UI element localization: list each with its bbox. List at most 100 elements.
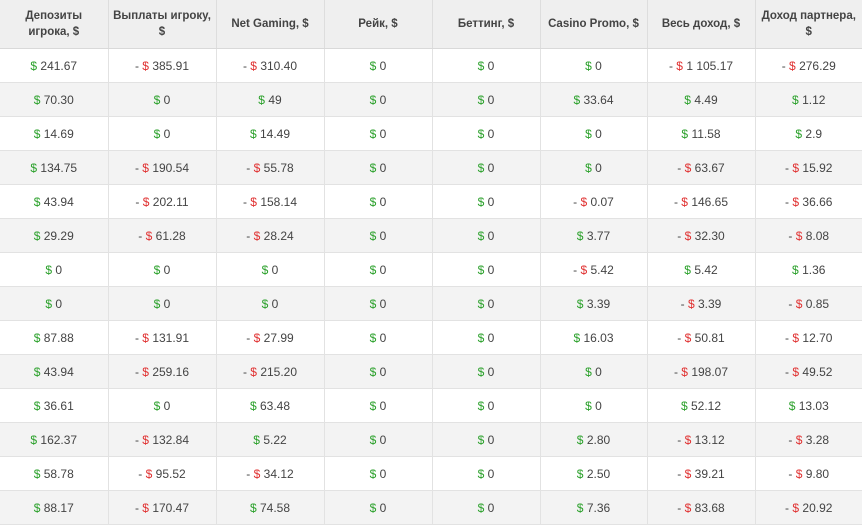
cell-value: 49 (268, 92, 282, 107)
cell-value: 3.39 (586, 296, 611, 311)
cell-partner-income: - $ 8.08 (755, 218, 862, 253)
cell-value: 0 (487, 228, 495, 243)
cell-value: 131.91 (152, 330, 190, 345)
cell-value: 15.92 (802, 160, 833, 175)
cell-rake: $ 0 (324, 388, 433, 423)
cell-total-income: - $ 83.68 (647, 490, 756, 525)
cell-net-gaming: $ 0 (216, 252, 325, 287)
cell-casino-promo: $ 16.03 (540, 320, 648, 355)
cell-value: 8.08 (805, 228, 830, 243)
cell-partner-income: - $ 20.92 (755, 490, 862, 525)
cell-value: 0 (379, 126, 387, 141)
cell-net-gaming: - $ 215.20 (216, 354, 325, 389)
cell-partner-income: - $ 3.28 (755, 422, 862, 457)
currency-symbol: $ (792, 500, 800, 515)
cell-value: 63.67 (694, 160, 725, 175)
cell-deposits: $ 88.17 (0, 490, 109, 525)
cell-value: 0 (487, 262, 495, 277)
header-total-income[interactable]: Весь доход, $ (647, 0, 756, 49)
cell-partner-income: - $ 9.80 (755, 456, 862, 491)
cell-value: 259.16 (152, 364, 190, 379)
cell-partner-income: $ 2.9 (755, 116, 862, 151)
negative-sign: - (134, 364, 139, 379)
cell-total-income: $ 4.49 (647, 82, 756, 117)
currency-symbol: $ (477, 228, 485, 243)
cell-value: 87.88 (43, 330, 74, 345)
negative-sign: - (246, 330, 251, 345)
cell-net-gaming: - $ 28.24 (216, 218, 325, 253)
currency-symbol: $ (477, 364, 485, 379)
negative-sign: - (673, 194, 678, 209)
cell-payouts: - $ 170.47 (108, 490, 217, 525)
cell-value: 310.40 (260, 58, 298, 73)
cell-value: 63.48 (260, 398, 291, 413)
cell-value: 32.30 (694, 228, 725, 243)
currency-symbol: $ (261, 262, 269, 277)
currency-symbol: $ (573, 330, 581, 345)
header-player-payouts[interactable]: Выплаты игроку, $ (108, 0, 217, 49)
cell-value: 134.75 (40, 160, 78, 175)
cell-rake: $ 0 (324, 82, 433, 117)
currency-symbol: $ (253, 330, 261, 345)
header-net-gaming[interactable]: Net Gaming, $ (216, 0, 325, 49)
cell-deposits: $ 0 (0, 286, 109, 321)
cell-value: 0 (379, 432, 387, 447)
cell-partner-income: - $ 36.66 (755, 184, 862, 219)
cell-value: 202.11 (152, 194, 189, 209)
currency-symbol: $ (687, 296, 695, 311)
table-row: $ 88.17- $ 170.47 $ 74.58 $ 0 $ 0 $ 7.36- $ … (0, 490, 862, 525)
cell-total-income: - $ 50.81 (647, 320, 756, 355)
currency-symbol: $ (477, 330, 485, 345)
currency-symbol: $ (795, 126, 803, 141)
currency-symbol: $ (477, 160, 485, 175)
currency-symbol: $ (153, 296, 161, 311)
currency-symbol: $ (684, 330, 692, 345)
cell-value: 0.07 (590, 194, 614, 209)
negative-sign: - (788, 432, 793, 447)
cell-value: 83.68 (694, 500, 725, 515)
currency-symbol: $ (145, 228, 153, 243)
currency-symbol: $ (261, 296, 269, 311)
table-row: $ 134.75- $ 190.54- $ 55.78 $ 0 $ 0 $ 0- $ … (0, 150, 862, 185)
cell-partner-income: $ 1.36 (755, 252, 862, 287)
cell-casino-promo: $ 0 (540, 48, 648, 83)
currency-symbol: $ (795, 296, 803, 311)
cell-value: 58.78 (43, 466, 74, 481)
currency-symbol: $ (477, 126, 485, 141)
cell-deposits: $ 43.94 (0, 354, 109, 389)
cell-deposits: $ 29.29 (0, 218, 109, 253)
table-row: $ 36.61 $ 0 $ 63.48 $ 0 $ 0 $ 0 $ 52.12 $ 13.03 (0, 388, 862, 423)
currency-symbol: $ (33, 330, 41, 345)
table-row: $ 241.67- $ 385.91- $ 310.40 $ 0 $ 0 $ 0- $… (0, 48, 862, 83)
currency-symbol: $ (795, 228, 803, 243)
header-partner-income[interactable]: Доход партнера, $ (755, 0, 862, 49)
cell-value: 0 (379, 296, 387, 311)
cell-value: 1.12 (802, 92, 826, 107)
cell-net-gaming: - $ 27.99 (216, 320, 325, 355)
header-casino-promo[interactable]: Casino Promo, $ (540, 0, 648, 49)
negative-sign: - (785, 500, 790, 515)
negative-sign: - (677, 432, 682, 447)
negative-sign: - (785, 160, 790, 175)
currency-symbol: $ (684, 262, 691, 277)
header-rake[interactable]: Рейк, $ (324, 0, 433, 49)
cell-value: 276.29 (799, 58, 836, 73)
currency-symbol: $ (681, 364, 688, 379)
cell-betting: $ 0 (432, 388, 541, 423)
header-betting[interactable]: Беттинг, $ (432, 0, 541, 49)
cell-value: 29.29 (43, 228, 74, 243)
cell-value: 33.64 (583, 92, 614, 107)
currency-symbol: $ (684, 160, 692, 175)
currency-symbol: $ (684, 466, 692, 481)
cell-value: 50.81 (694, 330, 725, 345)
table-row: $ 43.94- $ 202.11- $ 158.14 $ 0 $ 0- $ 0.0… (0, 184, 862, 219)
currency-symbol: $ (477, 262, 485, 277)
cell-value: 0 (163, 296, 171, 311)
cell-value: 0 (595, 126, 602, 141)
cell-value: 0 (379, 228, 387, 243)
cell-payouts: - $ 61.28 (108, 218, 217, 253)
cell-casino-promo: - $ 5.42 (540, 252, 648, 287)
header-player-deposits[interactable]: Депозиты игрока, $ (0, 0, 109, 49)
cell-deposits: $ 70.30 (0, 82, 109, 117)
negative-sign: - (134, 500, 139, 515)
